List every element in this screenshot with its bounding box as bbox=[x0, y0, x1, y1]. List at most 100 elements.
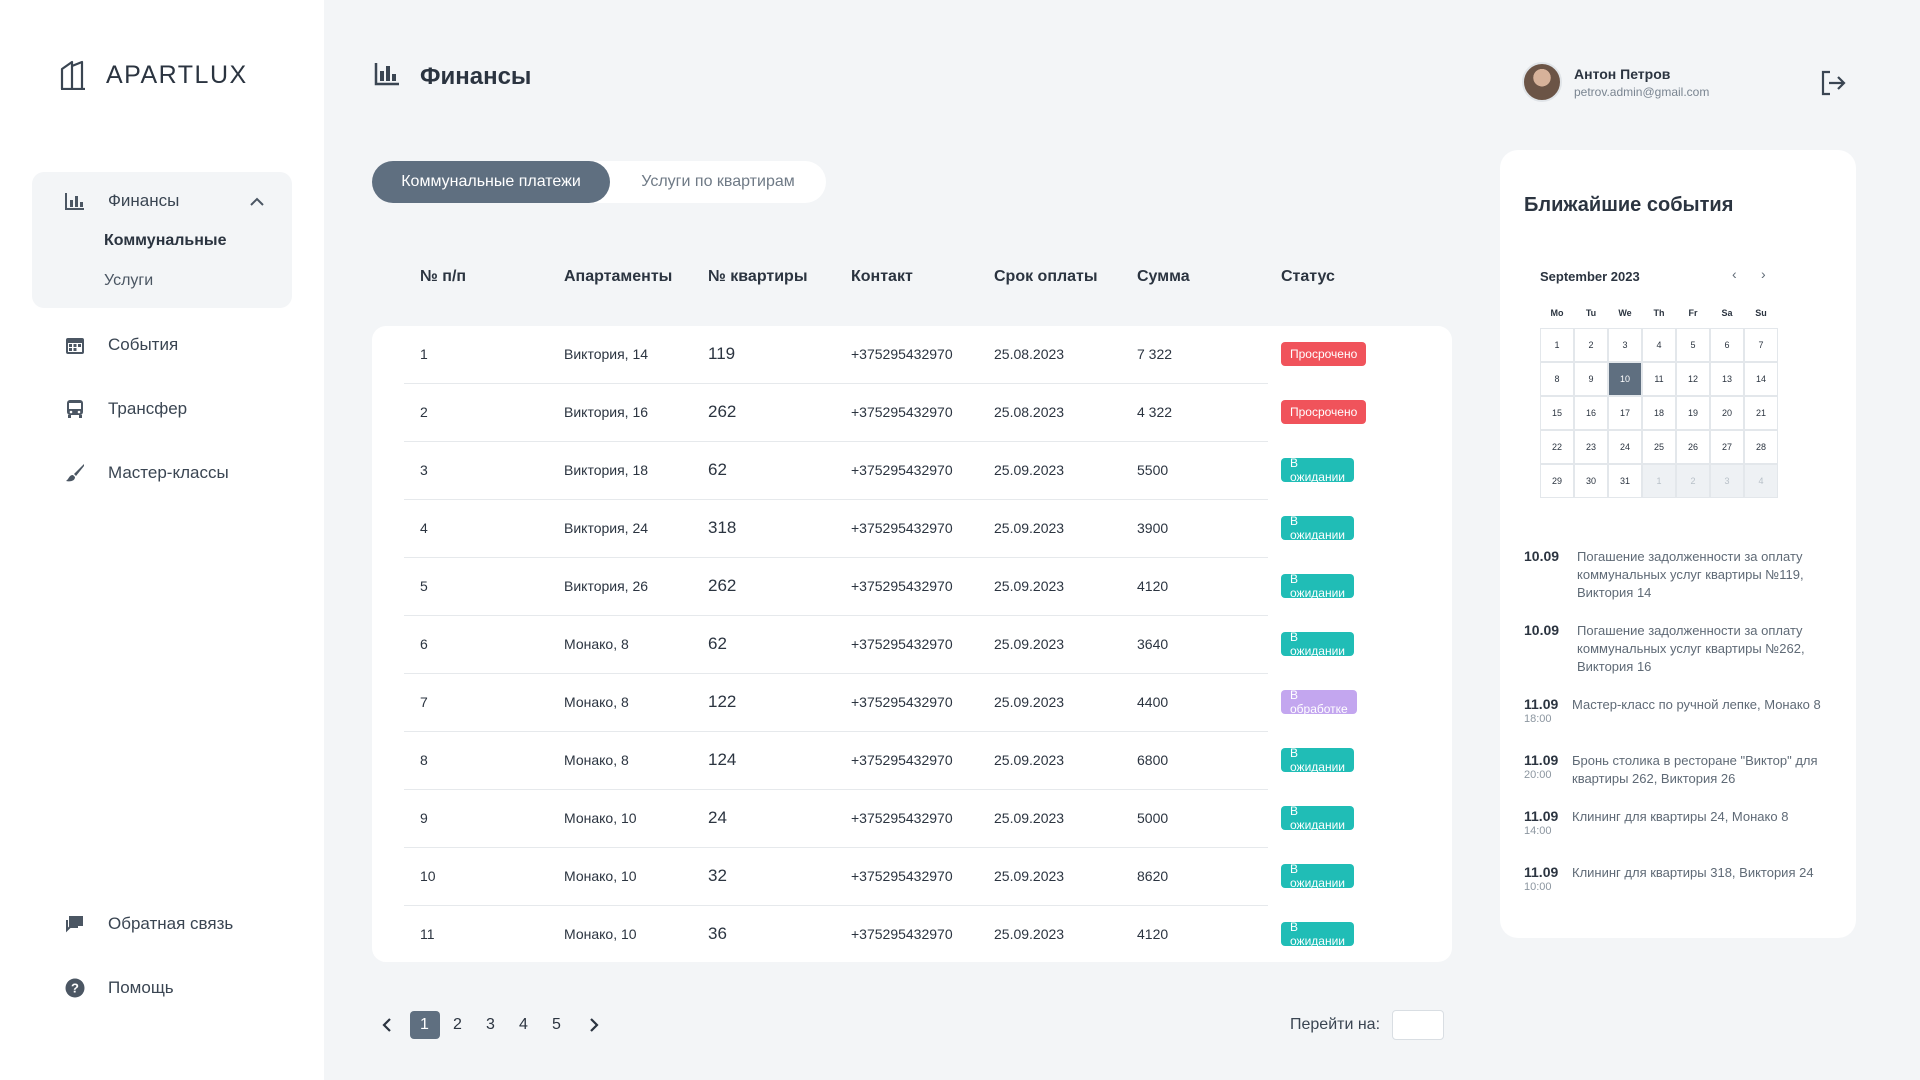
calendar-day[interactable]: 3 bbox=[1608, 328, 1642, 362]
chevron-up-icon[interactable] bbox=[250, 191, 264, 211]
table-row[interactable]: 11 Монако, 10 36 +375295432970 25.09.2023 412… bbox=[404, 906, 1354, 964]
calendar-day[interactable]: 9 bbox=[1574, 362, 1608, 396]
page-1[interactable]: 1 bbox=[409, 1011, 440, 1039]
table-row[interactable]: 3 Виктория, 18 62 +375295432970 25.09.2023 55… bbox=[404, 442, 1354, 500]
sidebar-item-finance[interactable]: Финансы bbox=[32, 179, 292, 223]
calendar-day-outside[interactable]: 2 bbox=[1676, 464, 1710, 498]
calendar-day[interactable]: 11 bbox=[1642, 362, 1676, 396]
calendar-day[interactable]: 7 bbox=[1744, 328, 1778, 362]
calendar-day[interactable]: 10 bbox=[1608, 362, 1642, 396]
column-header[interactable]: № п/п bbox=[420, 268, 467, 285]
tab-apartment-services[interactable]: Услуги по квартирам bbox=[641, 173, 795, 190]
calendar-day[interactable]: 15 bbox=[1540, 396, 1574, 430]
calendar-day[interactable]: 29 bbox=[1540, 464, 1574, 498]
event-date: 11.09 bbox=[1524, 864, 1559, 880]
page-3[interactable]: 3 bbox=[486, 1016, 495, 1033]
calendar-day[interactable]: 26 bbox=[1676, 430, 1710, 464]
status-badge: В ожидании bbox=[1281, 630, 1354, 658]
sidebar-item-events[interactable]: События bbox=[32, 323, 292, 367]
calendar-day[interactable]: 22 bbox=[1540, 430, 1574, 464]
logo[interactable]: APARTLUX bbox=[60, 60, 248, 90]
column-header[interactable]: Контакт bbox=[851, 268, 913, 285]
table-row[interactable]: 8 Монако, 8 124 +375295432970 25.09.2023 6800… bbox=[404, 732, 1354, 790]
logout-icon[interactable] bbox=[1820, 70, 1846, 101]
calendar-day[interactable]: 18 bbox=[1642, 396, 1676, 430]
table-row[interactable]: 5 Виктория, 26 262 +375295432970 25.09.2023 4… bbox=[404, 558, 1354, 616]
calendar-day[interactable]: 17 bbox=[1608, 396, 1642, 430]
table-row[interactable]: 6 Монако, 8 62 +375295432970 25.09.2023 3640 В… bbox=[404, 616, 1354, 674]
flat-number: 62 bbox=[708, 460, 727, 479]
calendar-day[interactable]: 13 bbox=[1710, 362, 1744, 396]
table-row[interactable]: 7 Монако, 8 122 +375295432970 25.09.2023 4400… bbox=[404, 674, 1357, 732]
calendar-day[interactable]: 14 bbox=[1744, 362, 1778, 396]
status-badge: В ожидании bbox=[1281, 514, 1354, 542]
column-header[interactable]: Срок оплаты bbox=[994, 268, 1098, 285]
calendar-prev-icon[interactable]: ‹ bbox=[1732, 266, 1737, 282]
calendar-day[interactable]: 31 bbox=[1608, 464, 1642, 498]
page-5[interactable]: 5 bbox=[552, 1016, 561, 1033]
column-header[interactable]: Апартаменты bbox=[564, 268, 673, 285]
bar-chart-icon bbox=[374, 62, 400, 91]
calendar-day[interactable]: 1 bbox=[1540, 328, 1574, 362]
page-2[interactable]: 2 bbox=[453, 1016, 462, 1033]
calendar-day[interactable]: 8 bbox=[1540, 362, 1574, 396]
sidebar-item-feedback[interactable]: Обратная связь bbox=[32, 902, 292, 946]
row-number: 5 bbox=[420, 578, 428, 594]
column-header[interactable]: Сумма bbox=[1137, 268, 1190, 285]
sidebar-subitem-communal[interactable]: Коммунальные bbox=[104, 232, 227, 249]
calendar-day[interactable]: 4 bbox=[1642, 328, 1676, 362]
events-title: Ближайшие события bbox=[1524, 194, 1734, 216]
status-badge: В ожидании bbox=[1281, 456, 1354, 484]
avatar[interactable] bbox=[1522, 62, 1562, 102]
calendar-day-outside[interactable]: 3 bbox=[1710, 464, 1744, 498]
calendar-day[interactable]: 30 bbox=[1574, 464, 1608, 498]
calendar-day[interactable]: 24 bbox=[1608, 430, 1642, 464]
status-badge: В ожидании bbox=[1281, 804, 1354, 832]
flat-number: 32 bbox=[708, 866, 727, 885]
sidebar-item-label: Финансы bbox=[108, 191, 180, 210]
amount: 3900 bbox=[1137, 520, 1169, 536]
row-number: 2 bbox=[420, 404, 428, 420]
table-row[interactable]: 2 Виктория, 16 262 +375295432970 25.08.2023 4… bbox=[404, 384, 1367, 442]
calendar-day-outside[interactable]: 1 bbox=[1642, 464, 1676, 498]
calendar-weekday: Fr bbox=[1688, 308, 1698, 318]
calendar-day[interactable]: 23 bbox=[1574, 430, 1608, 464]
calendar-day[interactable]: 6 bbox=[1710, 328, 1744, 362]
calendar-day[interactable]: 5 bbox=[1676, 328, 1710, 362]
prev-page-icon[interactable] bbox=[372, 1010, 402, 1040]
apartment-name: Монако, 8 bbox=[564, 694, 629, 710]
calendar-day[interactable]: 28 bbox=[1744, 430, 1778, 464]
calendar-day[interactable]: 12 bbox=[1676, 362, 1710, 396]
table-row[interactable]: 9 Монако, 10 24 +375295432970 25.09.2023 5000… bbox=[404, 790, 1354, 848]
contact-phone: +375295432970 bbox=[851, 578, 953, 594]
calendar-day[interactable]: 21 bbox=[1744, 396, 1778, 430]
tab-communal-payments[interactable]: Коммунальные платежи bbox=[372, 161, 610, 203]
calendar-day[interactable]: 19 bbox=[1676, 396, 1710, 430]
calendar-day[interactable]: 25 bbox=[1642, 430, 1676, 464]
pagination: 1 2 3 4 5 bbox=[372, 1010, 609, 1040]
calendar-day[interactable]: 27 bbox=[1710, 430, 1744, 464]
calendar-day[interactable]: 2 bbox=[1574, 328, 1608, 362]
column-header[interactable]: № квартиры bbox=[708, 268, 808, 285]
calendar-next-icon[interactable]: › bbox=[1761, 266, 1766, 282]
sidebar-item-transfer[interactable]: Трансфер bbox=[32, 387, 292, 431]
sidebar-item-masterclasses[interactable]: Мастер-классы bbox=[32, 451, 292, 495]
svg-text:?: ? bbox=[71, 981, 79, 996]
goto-page-input[interactable] bbox=[1392, 1010, 1445, 1040]
table-row[interactable]: 10 Монако, 10 32 +375295432970 25.09.2023 862… bbox=[404, 848, 1354, 906]
table-row[interactable]: 1 Виктория, 14 119 +375295432970 25.08.2023 7… bbox=[404, 326, 1367, 384]
user-profile[interactable]: Антон Петров petrov.admin@gmail.com bbox=[1522, 62, 1709, 102]
calendar-day[interactable]: 20 bbox=[1710, 396, 1744, 430]
apartment-name: Монако, 10 bbox=[564, 810, 637, 826]
column-header[interactable]: Статус bbox=[1281, 268, 1335, 285]
calendar-day[interactable]: 16 bbox=[1574, 396, 1608, 430]
page-4[interactable]: 4 bbox=[519, 1016, 528, 1033]
calendar-day-outside[interactable]: 4 bbox=[1744, 464, 1778, 498]
sidebar: APARTLUX Финансы Коммунальные Услуги Соб… bbox=[0, 0, 324, 1080]
sidebar-subitem-services[interactable]: Услуги bbox=[104, 272, 154, 289]
next-page-icon[interactable] bbox=[579, 1010, 609, 1040]
apartment-name: Монако, 10 bbox=[564, 926, 637, 942]
sidebar-item-help[interactable]: ? Помощь bbox=[32, 966, 292, 1010]
table-row[interactable]: 4 Виктория, 24 318 +375295432970 25.09.2023 3… bbox=[404, 500, 1354, 558]
